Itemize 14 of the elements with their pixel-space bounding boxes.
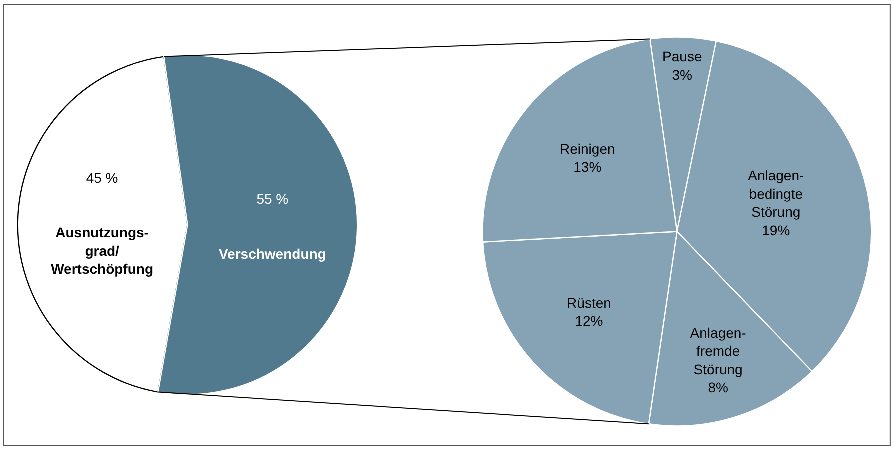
data-label: 45 % — [86, 170, 118, 186]
slice-label: Anlagen- bedingte Störung — [748, 168, 804, 220]
data-label: 55 % — [256, 191, 289, 208]
data-label: 13% — [574, 159, 602, 176]
slice-label: Verschwendung — [218, 246, 326, 262]
slice-label: Ausnutzungs- grad/ Wertschöpfung — [51, 224, 154, 278]
data-label: 3% — [672, 66, 692, 83]
data-label: 8% — [708, 379, 728, 396]
slice-label: Reinigen — [560, 140, 616, 157]
slice-label: Anlagen- fremde Störung — [690, 324, 747, 378]
data-label: 19% — [762, 222, 790, 238]
slice-label: Pause — [662, 48, 702, 65]
data-label: 12% — [575, 313, 604, 330]
slice-label: Rüsten — [567, 294, 612, 311]
